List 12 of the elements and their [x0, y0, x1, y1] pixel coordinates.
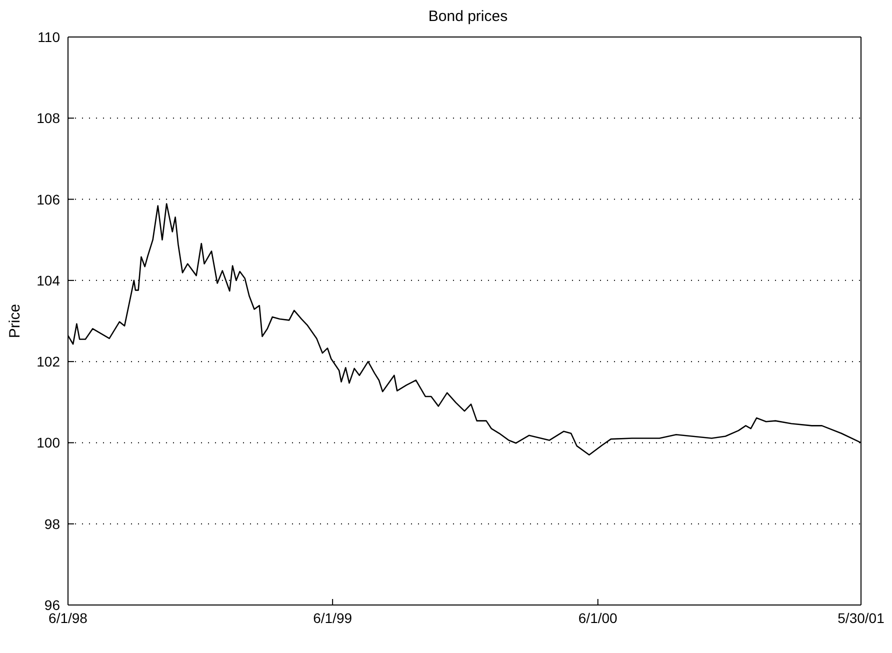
y-tick-label: 102 [36, 354, 60, 370]
y-tick-label: 100 [36, 434, 60, 451]
y-tick-label: 106 [36, 191, 60, 208]
y-tick-label: 108 [36, 110, 60, 126]
chart-title: Bond prices [427, 8, 509, 27]
y-tick-label: 98 [44, 516, 60, 532]
y-axis-title: Price [6, 304, 24, 338]
x-tick-label: 5/30/01 [838, 610, 885, 626]
y-tick-label: 104 [36, 272, 60, 288]
x-tick-label: 6/1/99 [313, 610, 352, 626]
x-tick-label: 6/1/00 [578, 610, 618, 626]
y-tick-label: 110 [38, 28, 60, 45]
